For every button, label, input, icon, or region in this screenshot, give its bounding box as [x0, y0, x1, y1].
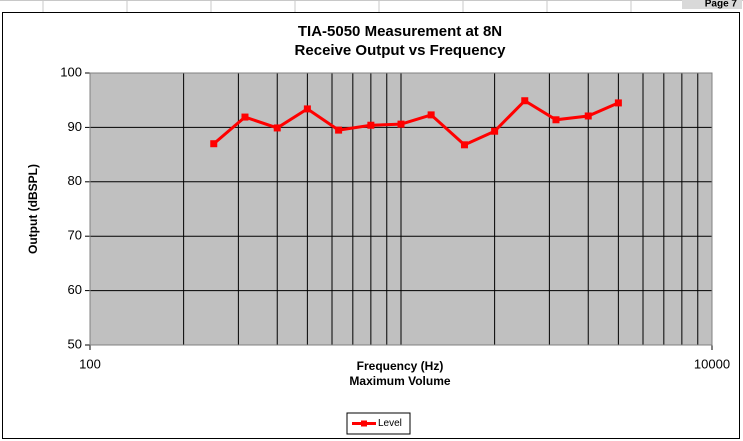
point [521, 97, 529, 105]
y-tick-label: 50 [68, 336, 82, 351]
x-tick-label: 100 [79, 356, 101, 371]
point [552, 116, 560, 124]
legend [346, 412, 411, 435]
point [303, 105, 311, 113]
page-label: Page 7 [705, 0, 738, 10]
legend-marker [361, 420, 367, 427]
y-tick-label: 70 [68, 228, 82, 243]
y-tick-label: 90 [68, 119, 82, 134]
x-axis-label: Frequency (Hz) [357, 359, 444, 373]
chart-title: TIA-5050 Measurement at 8N [298, 23, 502, 40]
legend-label: Level [378, 418, 402, 429]
point [210, 140, 218, 148]
point [367, 121, 375, 129]
point [584, 112, 592, 120]
point [241, 113, 249, 121]
point [335, 126, 343, 134]
point [460, 141, 468, 149]
y-tick-label: 100 [60, 64, 82, 79]
plot-border [89, 72, 713, 346]
point [273, 124, 281, 132]
sheet-grid [0, 0, 743, 12]
series-line [212, 98, 619, 147]
point [491, 127, 499, 135]
y-tick-label: 80 [68, 173, 82, 188]
page-cell [682, 0, 742, 9]
chart-title: Receive Output vs Frequency [295, 42, 507, 59]
point [427, 111, 435, 119]
y-tick-label: 60 [68, 282, 82, 297]
x-tick-label: 10000 [694, 356, 730, 371]
y-axis-label: Output (dBSPL) [26, 164, 40, 254]
point [614, 99, 622, 107]
point [397, 120, 405, 128]
x-axis-label: Maximum Volume [349, 374, 450, 388]
